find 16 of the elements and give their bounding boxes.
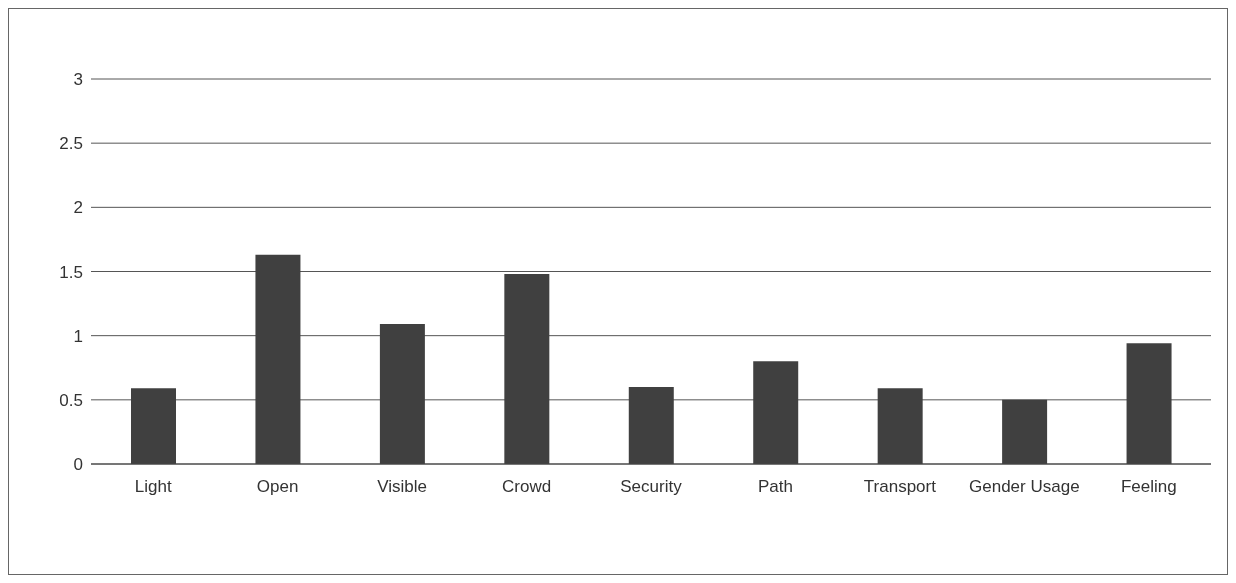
x-tick-label: Crowd — [501, 477, 552, 497]
y-tick-label: 1 — [73, 326, 83, 346]
x-tick-label: Security — [620, 477, 683, 497]
y-tick-label: 1.5 — [59, 262, 83, 282]
x-tick-label: Transport — [863, 477, 937, 497]
x-tick-label: Gender Usage — [969, 477, 1080, 497]
x-tick-label: Open — [256, 477, 299, 497]
y-tick-label: 2.5 — [59, 134, 83, 154]
y-tick-label: 3 — [73, 70, 83, 90]
x-tick-label: Feeling — [1120, 477, 1177, 497]
y-tick-label: 2 — [73, 198, 83, 218]
y-tick-label: 0.5 — [59, 390, 83, 410]
x-tick-label: Path — [757, 477, 793, 497]
y-tick-label: 0 — [73, 455, 83, 475]
x-tick-label: Visible — [377, 477, 427, 497]
x-tick-label: Light — [134, 477, 172, 497]
